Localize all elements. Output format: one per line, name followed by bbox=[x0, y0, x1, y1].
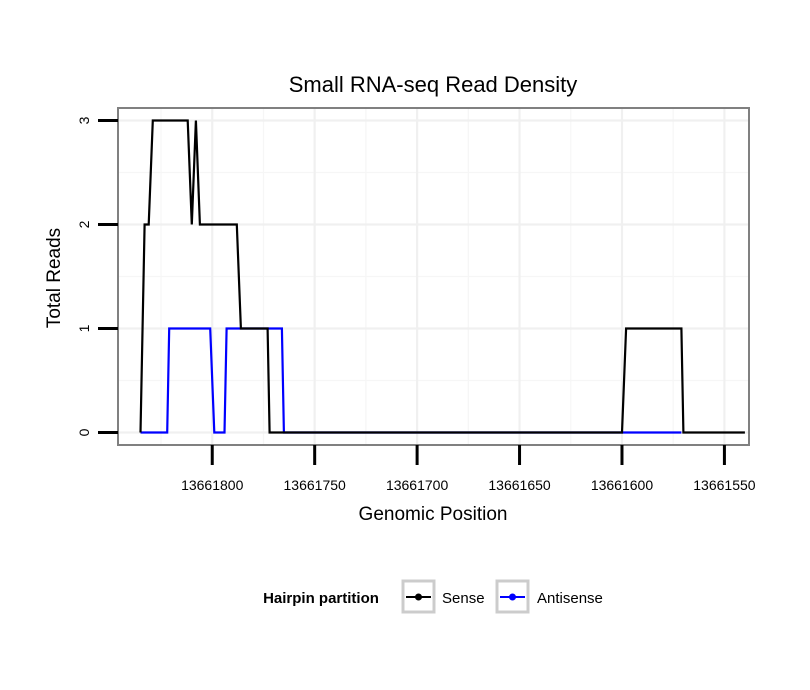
x-axis-title: Genomic Position bbox=[359, 504, 508, 525]
x-tick-label: 13661600 bbox=[591, 477, 654, 493]
legend-point-sense bbox=[415, 593, 422, 601]
series-line-sense bbox=[139, 119, 745, 434]
y-tick-label: 3 bbox=[76, 116, 92, 124]
x-axis: 13661800 13661750 13661700 13661650 13661600… bbox=[181, 445, 756, 493]
legend: Hairpin partition Sense Antisense bbox=[263, 579, 603, 614]
x-tick-label: 13661800 bbox=[181, 477, 244, 493]
y-tick-label: 1 bbox=[76, 324, 92, 332]
legend-label-sense: Sense bbox=[442, 590, 485, 607]
y-tick-label: 0 bbox=[76, 428, 92, 436]
legend-title: Hairpin partition bbox=[263, 590, 379, 607]
legend-item-sense: Sense bbox=[401, 579, 485, 614]
legend-item-antisense: Antisense bbox=[495, 579, 603, 614]
plot-border bbox=[117, 107, 750, 446]
series-lines bbox=[139, 119, 745, 434]
legend-point-antisense bbox=[509, 593, 516, 601]
y-tick-label: 2 bbox=[76, 220, 92, 228]
chart-title: Small RNA-seq Read Density bbox=[289, 72, 578, 97]
series-line-antisense bbox=[140, 327, 682, 434]
legend-label-antisense: Antisense bbox=[537, 590, 603, 607]
x-tick-label: 13661750 bbox=[284, 477, 347, 493]
plot-panel bbox=[117, 107, 750, 446]
x-tick-label: 13661550 bbox=[693, 477, 756, 493]
y-axis: 0 1 2 3 bbox=[76, 116, 118, 436]
x-tick-label: 13661650 bbox=[488, 477, 551, 493]
y-axis-title: Total Reads bbox=[44, 228, 65, 328]
x-tick-label: 13661700 bbox=[386, 477, 449, 493]
